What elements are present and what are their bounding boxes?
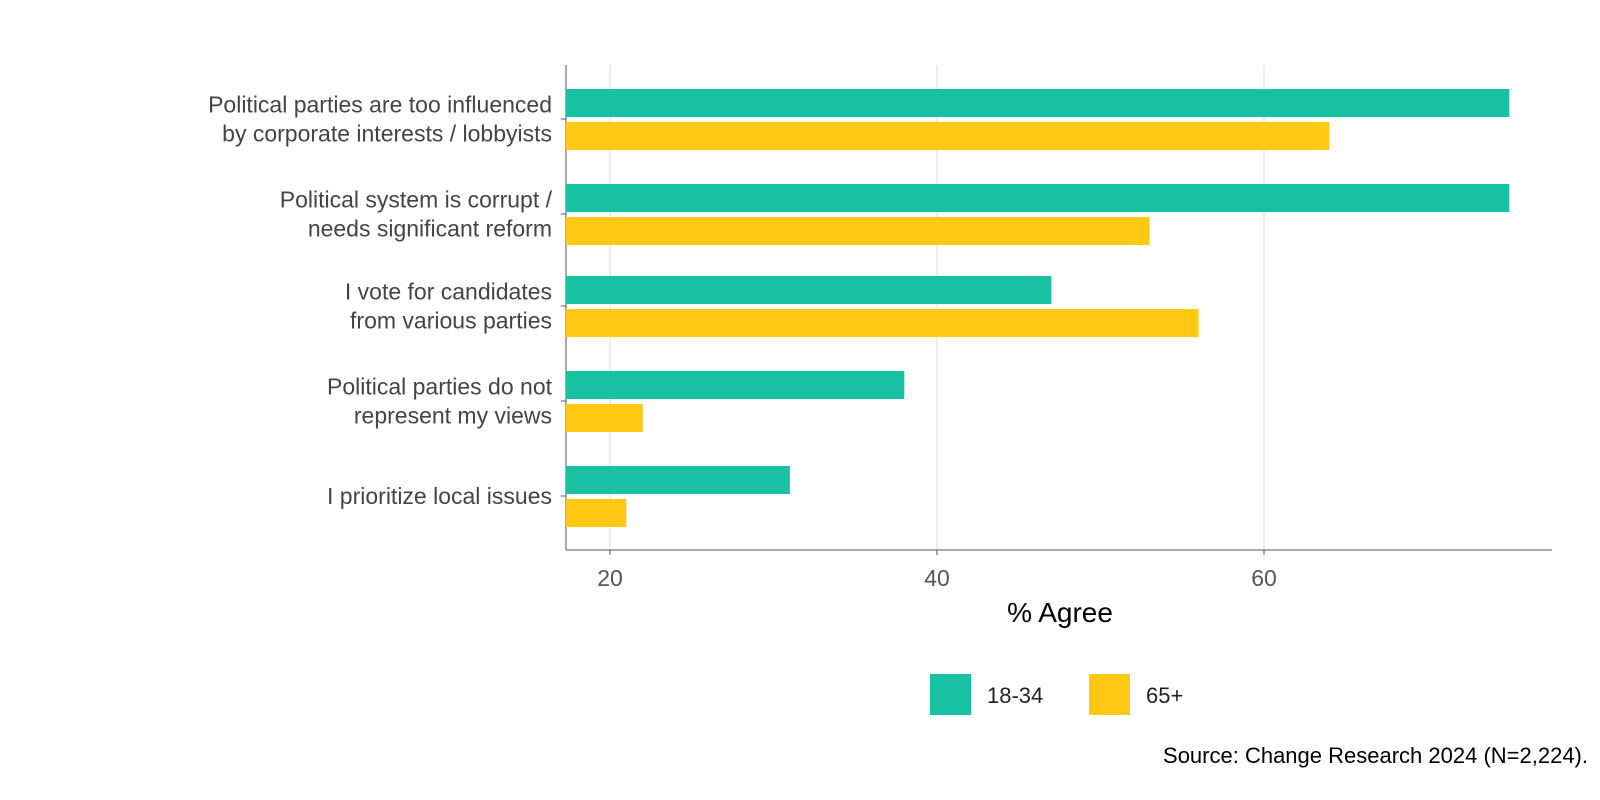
- category-label: I vote for candidates: [345, 279, 552, 305]
- bar-18-34-3: [566, 371, 905, 399]
- category-label: from various parties: [350, 308, 552, 334]
- legend-swatch: [930, 674, 971, 715]
- legend-swatch: [1089, 674, 1130, 715]
- category-label: needs significant reform: [308, 216, 552, 242]
- bar-18-34-2: [566, 276, 1052, 304]
- x-tick-label: 40: [924, 565, 950, 591]
- bar-18-34-0: [566, 89, 1510, 117]
- x-tick-label: 20: [597, 565, 623, 591]
- category-label: Political system is corrupt /: [280, 187, 553, 213]
- bar-65+-2: [566, 309, 1199, 337]
- category-label: represent my views: [354, 403, 552, 429]
- category-label: by corporate interests / lobbyists: [222, 121, 552, 147]
- bar-65+-1: [566, 217, 1150, 245]
- x-axis-title: % Agree: [1007, 597, 1113, 628]
- source-note: Source: Change Research 2024 (N=2,224).: [1163, 743, 1588, 768]
- category-label: Political parties are too influenced: [208, 92, 552, 118]
- bar-18-34-1: [566, 184, 1510, 212]
- category-label: I prioritize local issues: [327, 483, 552, 509]
- bar-65+-0: [566, 122, 1330, 150]
- bar-65+-4: [566, 499, 627, 527]
- category-label: Political parties do not: [327, 374, 553, 400]
- legend-label: 65+: [1146, 683, 1183, 708]
- x-tick-label: 60: [1251, 565, 1277, 591]
- bar-18-34-4: [566, 466, 790, 494]
- bar-65+-3: [566, 404, 643, 432]
- legend-label: 18-34: [987, 683, 1043, 708]
